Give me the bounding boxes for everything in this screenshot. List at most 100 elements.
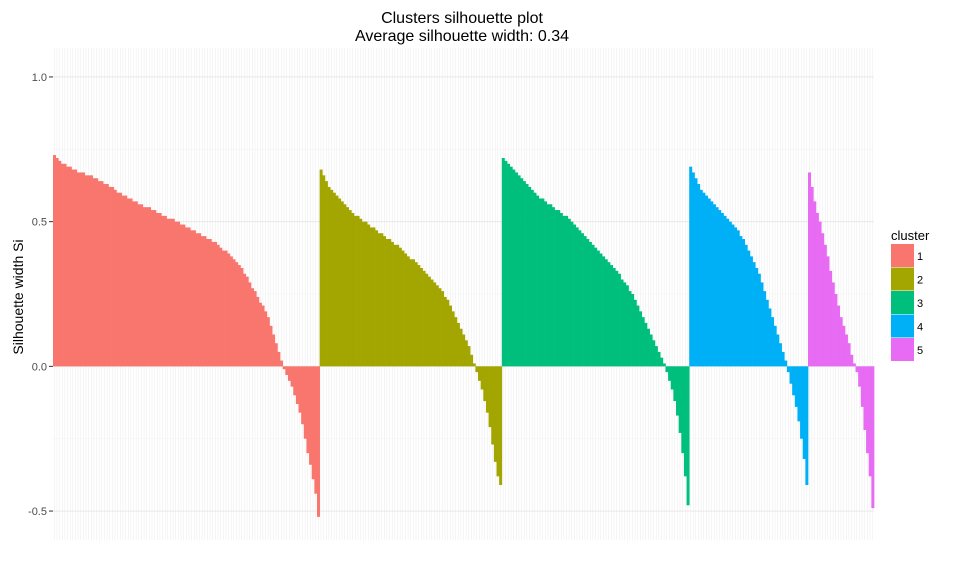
bar-cluster-5 (863, 366, 867, 431)
bar-cluster-1 (232, 259, 236, 367)
bar-cluster-1 (60, 163, 64, 367)
bar-cluster-1 (100, 181, 104, 367)
bar-cluster-1 (184, 227, 188, 367)
y-axis: -0.5 0.0 0.5 1.0 (28, 72, 53, 518)
bar-cluster-1 (264, 311, 268, 367)
bar-cluster-1 (153, 210, 157, 367)
bar-cluster-4 (707, 198, 711, 367)
bar-cluster-2 (443, 296, 447, 367)
bar-cluster-1 (311, 366, 315, 480)
bar-cluster-4 (760, 282, 764, 367)
bar-cluster-5 (813, 201, 817, 367)
bar-cluster-2 (438, 288, 442, 367)
bar-cluster-4 (781, 351, 785, 367)
bar-cluster-3 (654, 346, 658, 367)
bar-cluster-1 (208, 239, 212, 367)
bar-cluster-5 (860, 366, 864, 407)
bar-cluster-2 (446, 299, 450, 367)
bar-cluster-3 (678, 366, 682, 433)
bar-cluster-1 (261, 305, 265, 367)
bar-cluster-2 (467, 346, 471, 367)
bar-cluster-1 (66, 166, 70, 367)
bar-cluster-3 (559, 212, 563, 367)
bar-cluster-5 (823, 244, 827, 367)
bar-cluster-2 (454, 317, 458, 367)
bar-cluster-2 (483, 366, 487, 402)
bar-cluster-1 (95, 178, 99, 367)
bar-cluster-1 (306, 366, 310, 454)
bar-cluster-5 (810, 186, 814, 367)
bar-cluster-1 (74, 169, 78, 367)
bar-cluster-3 (641, 317, 645, 367)
bar-cluster-4 (789, 366, 793, 384)
bar-cluster-2 (382, 236, 386, 367)
bar-cluster-2 (417, 265, 421, 367)
bar-cluster-3 (538, 198, 542, 367)
bar-cluster-2 (393, 244, 397, 367)
bar-cluster-3 (673, 366, 677, 402)
bar-cluster-3 (530, 189, 534, 367)
bar-cluster-1 (124, 195, 128, 367)
bar-cluster-3 (551, 207, 555, 367)
bar-cluster-3 (525, 184, 529, 367)
bar-cluster-1 (158, 212, 162, 367)
bar-cluster-1 (103, 184, 107, 367)
bar-cluster-3 (586, 239, 590, 367)
bar-cluster-2 (406, 256, 410, 367)
bar-cluster-3 (567, 218, 571, 367)
bar-cluster-4 (768, 308, 772, 367)
bar-cluster-4 (786, 366, 790, 373)
bar-cluster-1 (253, 291, 257, 367)
bar-cluster-1 (266, 317, 270, 367)
bar-cluster-5 (850, 354, 854, 367)
bar-cluster-1 (68, 166, 72, 367)
bar-cluster-5 (834, 294, 838, 367)
legend-label-2: 2 (917, 275, 923, 287)
bar-cluster-1 (105, 184, 109, 367)
bar-cluster-4 (689, 166, 693, 367)
bar-cluster-3 (665, 366, 669, 373)
bar-cluster-3 (610, 265, 614, 367)
bar-cluster-1 (303, 366, 307, 439)
bar-cluster-1 (237, 265, 241, 367)
bar-cluster-2 (324, 181, 328, 367)
bar-cluster-5 (842, 325, 846, 367)
bar-cluster-4 (784, 360, 788, 367)
bar-cluster-4 (763, 291, 767, 367)
bar-cluster-1 (280, 360, 284, 367)
bar-cluster-5 (808, 172, 811, 367)
bar-cluster-5 (866, 366, 870, 454)
bar-cluster-5 (852, 363, 856, 367)
bar-cluster-2 (433, 282, 437, 367)
bar-cluster-2 (401, 250, 405, 367)
legend-key-2 (891, 267, 914, 291)
bar-cluster-1 (211, 241, 215, 367)
bar-cluster-1 (243, 273, 247, 367)
bar-cluster-2 (425, 273, 429, 367)
bar-cluster-4 (723, 215, 727, 367)
bar-cluster-1 (293, 366, 297, 396)
bar-cluster-3 (591, 244, 595, 367)
y-tick-label: 0.0 (32, 361, 47, 373)
bar-cluster-1 (142, 207, 146, 367)
bar-cluster-2 (343, 204, 347, 367)
bar-cluster-1 (192, 230, 196, 367)
bar-cluster-2 (340, 201, 344, 367)
bar-cluster-1 (274, 343, 278, 367)
bar-cluster-1 (169, 218, 173, 367)
bar-cluster-4 (697, 184, 701, 367)
bar-cluster-1 (121, 195, 125, 367)
bar-cluster-3 (639, 311, 643, 367)
bar-cluster-1 (134, 201, 138, 367)
bar-cluster-1 (269, 325, 273, 367)
bar-cluster-1 (287, 366, 291, 381)
bar-cluster-1 (190, 230, 194, 367)
bar-cluster-1 (206, 239, 210, 367)
bar-cluster-2 (488, 366, 492, 428)
bar-cluster-3 (686, 366, 690, 506)
bar-cluster-3 (604, 259, 608, 367)
bar-cluster-5 (839, 317, 843, 367)
bar-cluster-3 (620, 279, 624, 367)
bar-cluster-1 (227, 253, 231, 367)
bar-cluster-2 (367, 224, 371, 367)
